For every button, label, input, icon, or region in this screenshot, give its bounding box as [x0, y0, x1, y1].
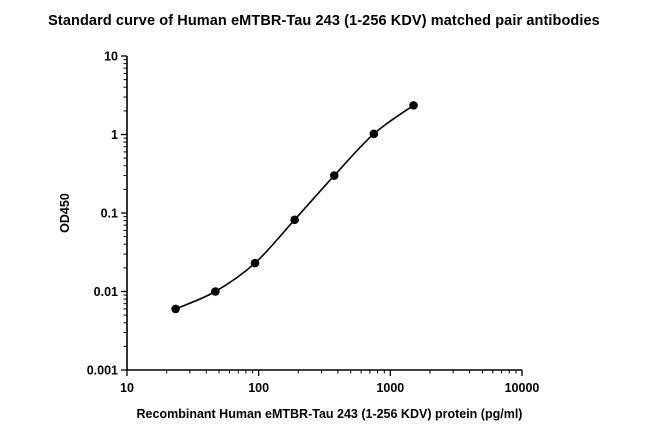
x-tick-label: 100 [248, 381, 269, 395]
data-point [409, 101, 418, 110]
data-point [369, 129, 379, 139]
data-point [290, 215, 299, 225]
data-point [329, 171, 339, 180]
x-axis-title: Recombinant Human eMTBR-Tau 243 (1-256 K… [137, 407, 523, 421]
fit-curve [175, 104, 414, 310]
y-tick-label: 0.001 [87, 364, 118, 378]
y-tick-label: 0.1 [101, 207, 118, 221]
x-tick-label: 10 [120, 381, 134, 395]
y-axis-title: OD450 [58, 193, 72, 233]
data-points [171, 101, 418, 314]
y-tick-label: 1 [111, 128, 118, 142]
y-tick-label: 0.01 [94, 285, 118, 299]
axes [126, 56, 522, 371]
x-tick-label: 1000 [376, 381, 404, 395]
y-tick-label: 10 [104, 50, 118, 64]
data-point [171, 304, 180, 314]
data-point [211, 287, 220, 296]
x-tick-label: 10000 [505, 381, 540, 395]
ticks: 0.001 0.01 0.1 1 10 10 100 1000 10000 [87, 50, 540, 396]
data-point [250, 258, 260, 268]
chart-title: Standard curve of Human eMTBR-Tau 243 (1… [48, 13, 600, 29]
